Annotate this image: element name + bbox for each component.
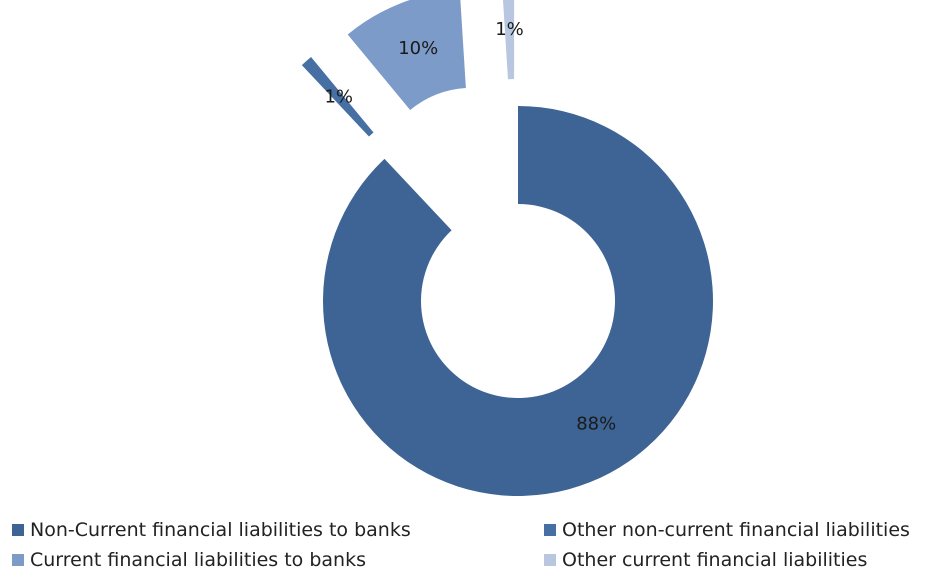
donut-slice-current-financial-liabilities-to-banks [347,0,466,111]
data-label-other-non-current-financial-liabilities: 1% [324,87,353,108]
donut-slice-other-current-financial-liabilities [502,0,515,80]
donut-chart: 88% 1% 10% 1% [301,0,713,496]
data-label-non-current-financial-liabilities-to-banks: 88% [576,413,616,434]
chart-legend: Non-Current financial liabilities to ban… [0,512,929,572]
legend-item-current-liabilities-to-banks: Current financial liabilities to banks [12,546,366,574]
legend-item-other-non-current-liabilities: Other non-current financial liabilities [544,516,910,544]
legend-label: Current financial liabilities to banks [30,549,366,571]
legend-swatch [12,524,24,536]
legend-swatch [544,554,556,566]
donut-slice-other-non-current-financial-liabilities [301,56,374,137]
legend-label: Other current financial liabilities [562,549,868,571]
data-label-current-financial-liabilities-to-banks: 10% [398,38,438,59]
donut-slice-non-current-financial-liabilities-to-banks [322,106,713,496]
legend-item-non-current-liabilities-to-banks: Non-Current financial liabilities to ban… [12,516,411,544]
legend-swatch [12,554,24,566]
legend-swatch [544,524,556,536]
legend-label: Other non-current financial liabilities [562,519,910,541]
legend-item-other-current-liabilities: Other current financial liabilities [544,546,867,574]
legend-label: Non-Current financial liabilities to ban… [30,519,411,541]
data-label-other-current-financial-liabilities: 1% [495,19,524,40]
